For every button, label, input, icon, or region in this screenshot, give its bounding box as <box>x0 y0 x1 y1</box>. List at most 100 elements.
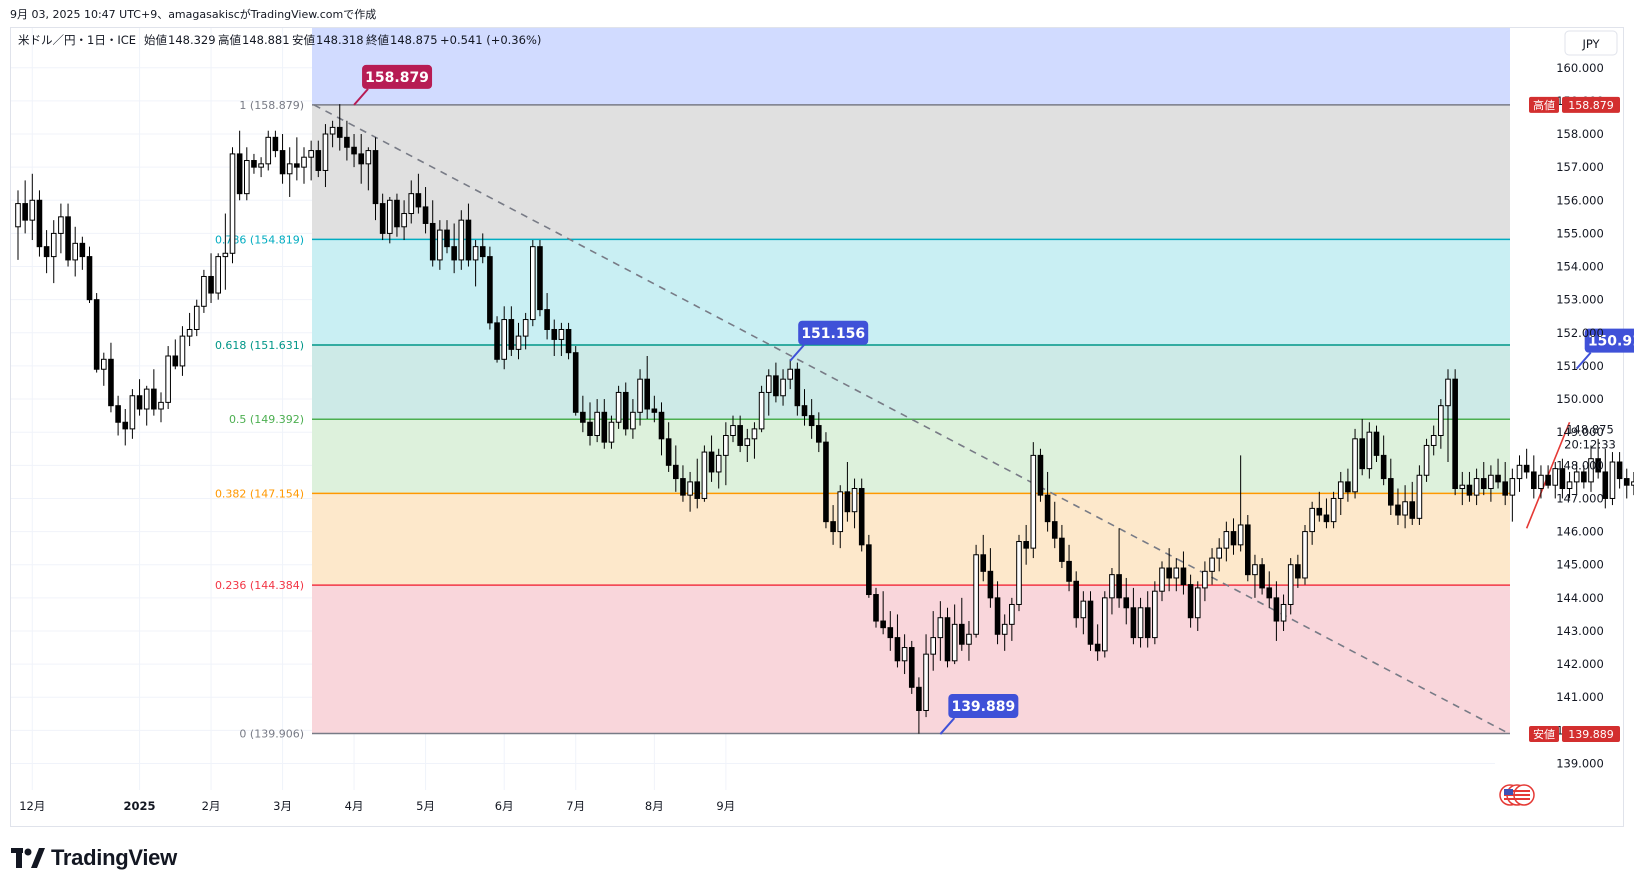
candle-body <box>487 256 493 324</box>
candle-body <box>1445 378 1451 407</box>
candle <box>765 369 772 416</box>
candle-body <box>72 242 79 261</box>
candle-body <box>758 391 765 430</box>
candle-body <box>1051 521 1058 539</box>
candle <box>172 339 179 370</box>
candle <box>1488 465 1494 502</box>
candle <box>1073 571 1080 628</box>
candle <box>994 581 1001 645</box>
x-tick-label: 8月 <box>645 799 664 813</box>
candle <box>1423 438 1430 482</box>
fib-zone <box>312 104 1510 240</box>
candle-body <box>508 319 515 350</box>
candle <box>401 200 407 241</box>
candle <box>437 220 443 270</box>
candle <box>780 369 786 406</box>
candle <box>36 190 43 257</box>
candle-body <box>801 405 808 417</box>
candle-body <box>816 425 822 443</box>
x-tick-label: 5月 <box>416 799 435 813</box>
callout-box <box>1584 328 1634 353</box>
candle <box>830 505 836 545</box>
candle-body <box>129 395 136 430</box>
candle-body <box>115 405 121 423</box>
candle-body <box>1588 458 1594 483</box>
callout-text: 158.879 <box>365 70 429 86</box>
candle <box>601 399 608 449</box>
currency-label: JPY <box>1581 37 1600 51</box>
candle-body <box>358 153 364 165</box>
candle-body <box>315 150 322 171</box>
candle-body <box>22 203 28 221</box>
tradingview-logo[interactable]: TradingView <box>11 845 177 871</box>
candle <box>1287 558 1294 615</box>
price-callout[interactable]: 139.889 <box>939 694 1019 735</box>
currency-button[interactable]: JPY <box>1564 30 1618 56</box>
candle <box>558 322 565 356</box>
candle-body <box>572 352 579 413</box>
candle <box>1116 528 1122 608</box>
candle <box>658 402 665 456</box>
candle-body <box>172 355 179 367</box>
candle <box>1602 448 1609 509</box>
candle <box>1309 501 1315 545</box>
candle-body <box>737 425 743 446</box>
candle <box>315 140 322 178</box>
symbol-name[interactable]: 米ドル／円・1日・ICE <box>18 33 136 47</box>
candle-body <box>136 395 143 410</box>
price-callout[interactable]: 158.879 <box>353 64 433 106</box>
x-tick-label: 6月 <box>495 799 514 813</box>
candle <box>694 458 701 509</box>
candle-body <box>1302 531 1308 579</box>
us-flag-icon[interactable] <box>1499 784 1535 806</box>
callout-box <box>948 694 1019 719</box>
candle <box>951 604 958 665</box>
candle-body <box>43 246 50 258</box>
candle <box>151 369 157 416</box>
candle-body <box>222 252 229 258</box>
candle <box>458 210 465 270</box>
candle-body <box>1337 481 1344 499</box>
candle <box>1030 442 1037 559</box>
candle <box>723 422 729 486</box>
candle-body <box>179 335 186 367</box>
candle-body <box>1466 484 1473 496</box>
candle-body <box>1059 537 1065 562</box>
ohlc-low-label: 安値 <box>292 33 315 47</box>
candle <box>1609 452 1616 506</box>
candle-body <box>537 246 543 311</box>
candle <box>1080 591 1087 635</box>
y-tick-label: 156.000 <box>1556 193 1604 207</box>
low-tag-label: 安値 <box>1533 727 1555 741</box>
candle <box>93 293 100 373</box>
candle <box>179 326 186 376</box>
fib-zone <box>312 419 1510 494</box>
candle-body <box>1001 623 1008 635</box>
price-callouts: 158.879 151.156 150.919 139.889 <box>353 64 1634 735</box>
candle-body <box>1173 567 1180 579</box>
fibonacci-lines <box>312 104 1510 735</box>
candle-body <box>544 309 550 330</box>
callout-pointer <box>353 88 369 106</box>
price-callout[interactable]: 150.919 <box>1575 328 1634 370</box>
candle-body <box>644 378 651 410</box>
ohlc-legend: 始値 148.329 高値 148.881 安値 148.318 終値 148.… <box>144 33 541 47</box>
candle <box>1173 558 1180 592</box>
candle <box>530 240 536 327</box>
candle-body <box>165 355 171 403</box>
candle-body <box>1245 524 1251 576</box>
candle-body <box>422 206 429 224</box>
y-tick-label: 147.000 <box>1556 491 1604 505</box>
candle <box>136 379 143 416</box>
candle-body <box>1116 574 1122 599</box>
price-callout[interactable]: 151.156 <box>789 320 869 362</box>
candle-body <box>637 378 643 413</box>
candle-body <box>1023 541 1029 549</box>
candle-body <box>444 229 450 248</box>
candle-body <box>236 153 243 195</box>
candle <box>1531 455 1537 499</box>
candle <box>143 385 150 426</box>
candle-body <box>1359 438 1366 470</box>
candle <box>1616 452 1623 489</box>
